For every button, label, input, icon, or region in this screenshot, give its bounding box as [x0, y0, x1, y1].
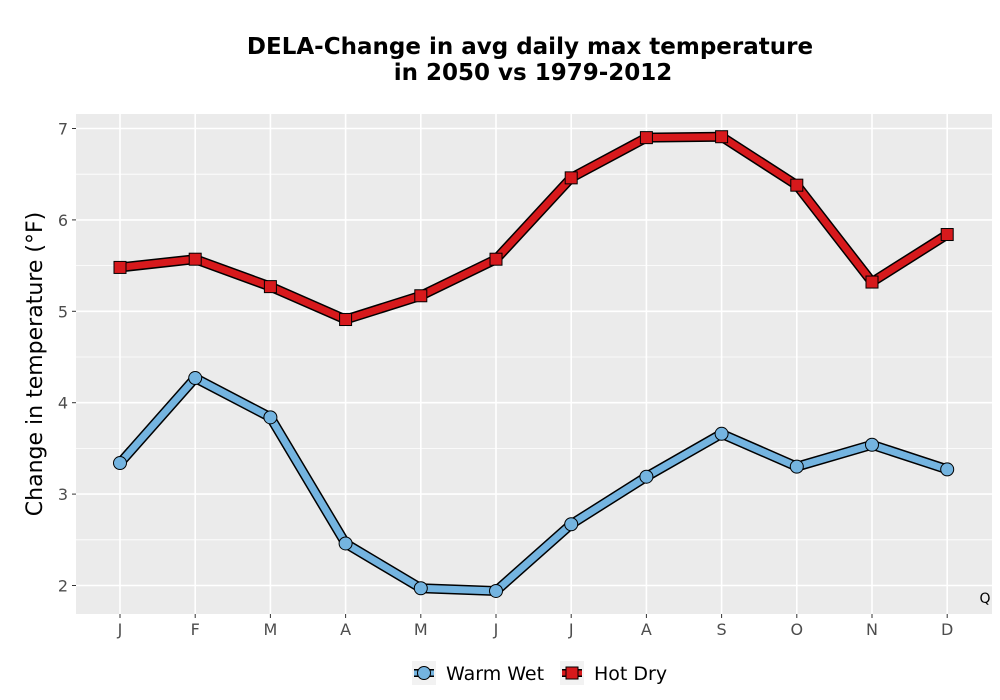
x-tick-label: S [717, 620, 727, 639]
legend-label-hot-dry: Hot Dry [594, 663, 667, 685]
x-tick-label: O [791, 620, 804, 639]
data-point-hot-dry [339, 313, 353, 327]
data-point-warm-wet [865, 437, 879, 452]
x-tick-label: J [117, 620, 123, 639]
chart-title-line-2: in 2050 vs 1979-2012 [394, 60, 673, 86]
data-point-warm-wet [413, 581, 428, 596]
data-point-hot-dry [865, 275, 879, 289]
grid-lines [76, 114, 992, 614]
data-point-warm-wet [338, 536, 353, 551]
x-tick-label: A [641, 620, 652, 639]
data-point-hot-dry [263, 280, 277, 294]
y-tick-label: 6 [58, 211, 68, 230]
data-point-hot-dry [940, 228, 954, 242]
data-point-warm-wet [564, 517, 579, 532]
chart-title-line-1: DELA-Change in avg daily max temperature [247, 34, 813, 60]
data-point-warm-wet [489, 583, 503, 598]
x-tick-label: J [568, 620, 574, 639]
y-tick-label: 2 [58, 577, 68, 596]
data-point-warm-wet [789, 459, 804, 474]
y-tick-label: 7 [58, 120, 68, 139]
legend-marker-hot-dry [565, 666, 579, 680]
x-tick-label: M [414, 620, 428, 639]
data-point-hot-dry [489, 252, 503, 266]
data-point-warm-wet [263, 410, 278, 425]
data-point-warm-wet [113, 456, 127, 471]
y-tick-label: 4 [58, 394, 68, 413]
data-point-hot-dry [790, 178, 804, 192]
x-tick-label: N [866, 620, 878, 639]
y-tick-label: 3 [58, 485, 68, 504]
y-tick-label: 5 [58, 302, 68, 321]
legend-marker-warm-wet [417, 666, 431, 680]
data-point-warm-wet [714, 426, 729, 441]
legend-label-warm-wet: Warm Wet [446, 663, 544, 685]
x-tick-label: J [493, 620, 499, 639]
data-point-hot-dry [414, 289, 428, 303]
series-markers [113, 130, 955, 598]
x-tick-label: F [191, 620, 200, 639]
data-point-hot-dry [715, 130, 729, 144]
chart-annotation: Q [979, 591, 990, 607]
y-axis-label: Change in temperature (°F) [23, 212, 48, 516]
legend: Warm Wet Hot Dry [412, 661, 667, 685]
data-point-hot-dry [639, 131, 653, 145]
data-point-hot-dry [564, 171, 578, 185]
series-lines [115, 131, 953, 596]
plot-panel [76, 114, 992, 614]
x-tick-label: M [263, 620, 277, 639]
data-point-warm-wet [940, 462, 955, 477]
x-tick-label: D [941, 620, 953, 639]
data-point-warm-wet [188, 371, 203, 386]
data-point-hot-dry [113, 260, 127, 274]
data-point-warm-wet [639, 469, 654, 484]
y-axis-ticks: 2 3 4 5 6 7 [58, 120, 76, 596]
data-point-hot-dry [188, 252, 202, 266]
x-tick-label: A [340, 620, 351, 639]
series-line-hot-dry [116, 133, 951, 324]
series-line-warm-wet [116, 374, 951, 595]
